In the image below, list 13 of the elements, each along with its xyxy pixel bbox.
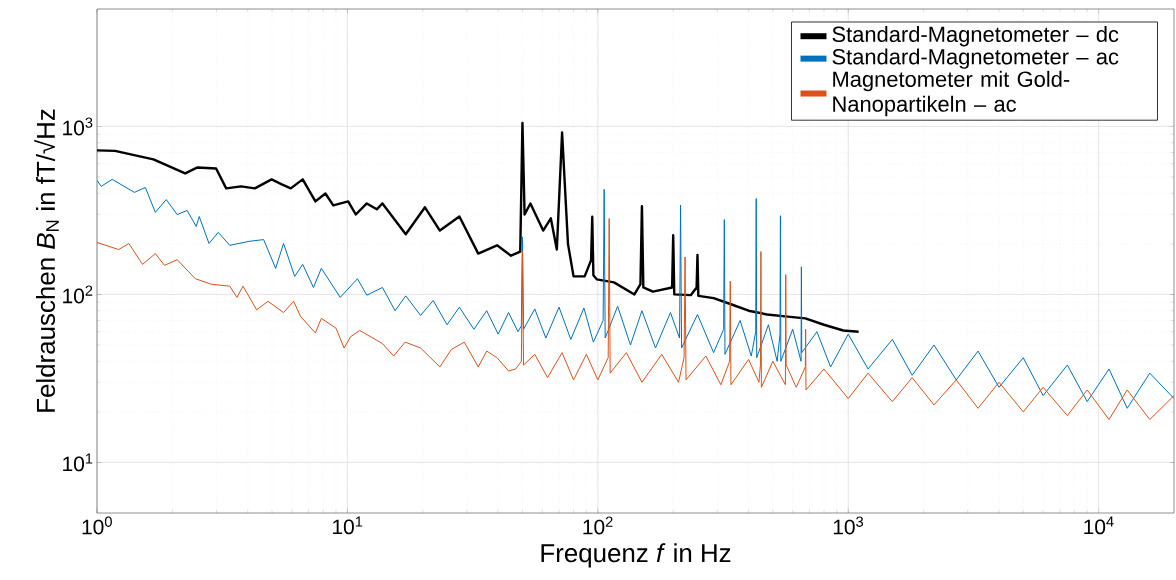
legend-label: Standard-Magnetometer – ac (832, 48, 1119, 69)
y-axis-title: Feldrauschen B$_{N}$ in fT/√Hz (34, 109, 59, 412)
x-axis-title: Frequenz f in Hz (541, 543, 731, 568)
y-tick-label: 10$^{3}$ (63, 117, 93, 136)
legend-label: Magnetometer mit Gold-Nanopartikeln – ac (833, 70, 1070, 117)
x-tick-label: 10$^{4}$ (1084, 516, 1114, 535)
y-tick-label: 10$^{1}$ (63, 453, 93, 472)
x-tick-label: 10$^{1}$ (333, 516, 363, 535)
y-tick-label: 10$^{2}$ (63, 285, 93, 304)
legend-label: Standard-Magnetometer – dc (832, 25, 1119, 47)
x-tick-label: 10$^{0}$ (82, 516, 112, 535)
x-tick-label: 10$^{2}$ (583, 516, 613, 535)
x-tick-label: 10$^{3}$ (833, 516, 864, 535)
